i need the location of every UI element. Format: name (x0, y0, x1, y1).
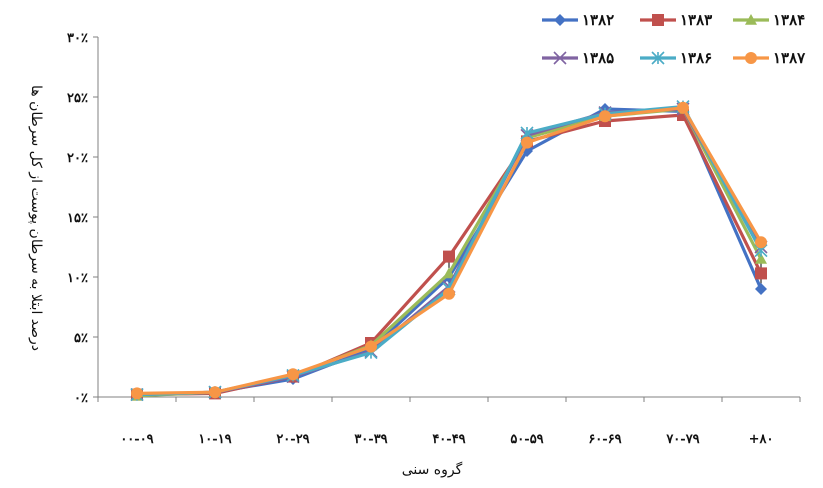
data-point (365, 340, 377, 353)
x-tick-label: ۷۰-۷۹ (665, 432, 699, 447)
data-point (443, 267, 455, 279)
y-tick-label: ۲۰٪ (67, 151, 88, 166)
y-tick-label: ۱۰٪ (67, 271, 88, 286)
legend-item: ۱۳۸۲ (542, 11, 614, 29)
legend-label: ۱۳۸۴ (773, 11, 805, 29)
legend-item: ۱۳۸۶ (640, 49, 712, 67)
legend-label: ۱۳۸۲ (582, 11, 614, 29)
data-point (209, 386, 221, 399)
y-tick-label: ۳۰٪ (67, 31, 88, 46)
y-tick-label: ۵٪ (74, 331, 88, 346)
x-tick-label: ۳۰-۳۹ (354, 432, 387, 447)
legend-item: ۱۳۸۷ (733, 49, 806, 67)
series-layer (130, 100, 768, 402)
data-point (599, 110, 611, 123)
series-circle (131, 101, 767, 400)
data-point (677, 101, 689, 114)
data-point (755, 253, 767, 264)
x-tick-label: ۲۰-۲۹ (276, 432, 309, 447)
legend-item: ۱۳۸۵ (542, 49, 614, 67)
axes: ۰٪ ۵٪ ۱۰٪ ۱۵٪ ۲۰٪ ۲۵٪ ۳۰٪ ۰۰-۰۹ ۱۰-۱۹ ۲۰-۲۹ ۳۰-۳۹ ۴… (67, 31, 801, 447)
data-point (443, 287, 455, 300)
legend-label: ۱۳۸۵ (582, 49, 614, 67)
legend-marker (553, 51, 567, 65)
legend: ۱۳۸۲ ۱۳۸۳ ۱۳۸۴ ۱۳۸۵ ۱۳۸۶ ۱۳۸۷ (542, 11, 806, 67)
legend-item: ۱۳۸۳ (640, 11, 712, 29)
legend-label: ۱۳۸۶ (680, 49, 712, 67)
data-point (443, 250, 455, 263)
series-square (131, 109, 767, 401)
data-point (521, 136, 533, 149)
x-tick-label: ۰۰-۰۹ (120, 432, 153, 447)
x-tick-label: ۱۰-۱۹ (198, 432, 231, 447)
data-point (287, 368, 299, 381)
legend-marker (652, 14, 664, 26)
y-tick-label: ۲۵٪ (67, 91, 88, 106)
legend-label: ۱۳۸۷ (773, 49, 806, 67)
y-tick-label: ۱۵٪ (67, 211, 88, 226)
legend-label: ۱۳۸۳ (680, 11, 712, 29)
data-point (755, 236, 767, 249)
legend-marker (745, 14, 757, 25)
legend-item: ۱۳۸۴ (733, 11, 805, 29)
data-point (755, 283, 767, 295)
data-point (755, 267, 767, 280)
y-axis-title: درصد ابتلا به سرطان پوست از کل سرطان ها (28, 85, 44, 351)
legend-marker (651, 51, 665, 65)
x-tick-label: ۴۰-۴۹ (432, 432, 465, 447)
y-tick-label: ۰٪ (74, 391, 88, 406)
x-axis-title: گروه سنی (402, 461, 463, 478)
legend-marker (745, 52, 757, 64)
legend-marker (554, 14, 566, 26)
x-tick-label: ۵۰-۵۹ (510, 432, 543, 447)
data-point (131, 387, 143, 400)
x-tick-label: +۸۰ (749, 432, 774, 447)
x-tick-label: ۶۰-۶۹ (588, 432, 621, 447)
